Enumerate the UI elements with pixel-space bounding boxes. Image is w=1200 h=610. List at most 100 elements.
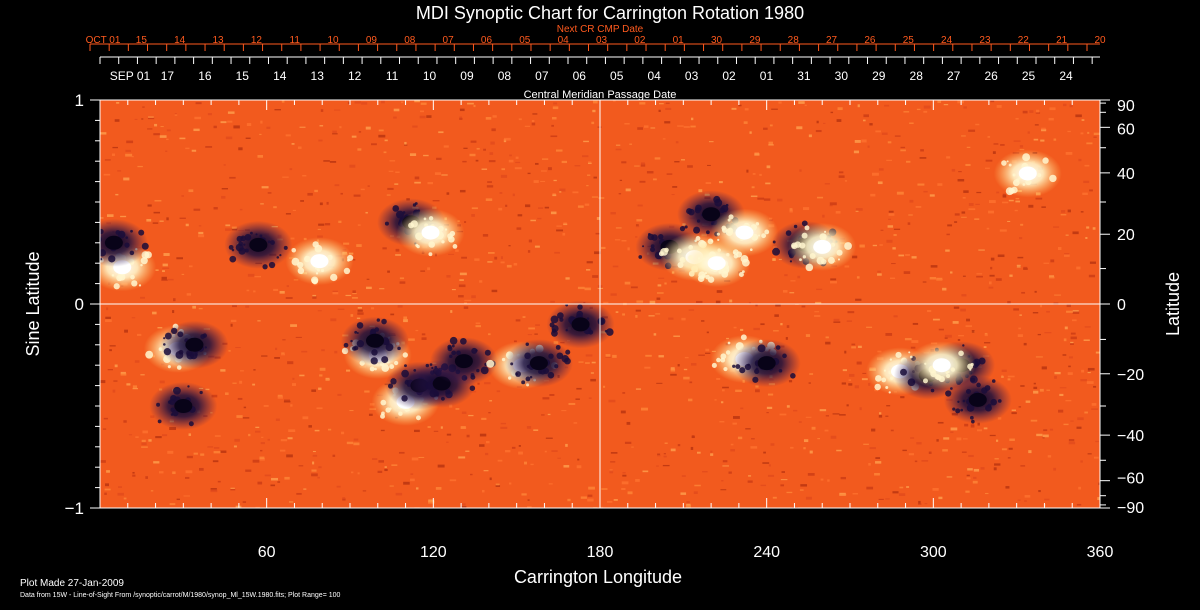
- texture-speck: [140, 374, 145, 376]
- texture-speck: [176, 498, 180, 501]
- next-cr-date-label: 08: [404, 35, 416, 46]
- texture-speck: [488, 412, 491, 414]
- texture-speck: [460, 426, 466, 429]
- texture-speck: [1005, 486, 1010, 489]
- texture-speck: [503, 139, 507, 143]
- texture-speck: [856, 361, 862, 365]
- texture-speck: [1036, 433, 1043, 437]
- texture-speck: [254, 430, 261, 433]
- cmp-date-label: 25: [1022, 69, 1036, 83]
- texture-speck: [440, 426, 443, 429]
- texture-speck: [786, 325, 790, 328]
- texture-speck: [369, 408, 377, 410]
- texture-speck: [485, 441, 490, 444]
- texture-speck: [846, 404, 849, 407]
- texture-speck: [213, 207, 218, 210]
- texture-speck: [303, 237, 307, 241]
- texture-speck: [547, 413, 551, 416]
- texture-speck: [535, 162, 539, 165]
- texture-speck: [874, 388, 879, 392]
- texture-speck: [1063, 338, 1067, 342]
- texture-speck: [179, 137, 186, 140]
- negative-flux-spot: [267, 240, 271, 244]
- texture-speck: [235, 346, 241, 349]
- texture-speck: [223, 164, 226, 166]
- negative-flux-spot: [694, 207, 701, 214]
- texture-speck: [266, 126, 271, 129]
- texture-speck: [307, 192, 313, 196]
- texture-speck: [621, 481, 629, 485]
- texture-speck: [132, 388, 138, 390]
- texture-speck: [1001, 376, 1004, 378]
- texture-speck: [671, 194, 675, 196]
- negative-flux-spot: [279, 254, 282, 257]
- texture-speck: [242, 501, 247, 503]
- texture-speck: [111, 153, 115, 156]
- texture-speck: [230, 319, 237, 323]
- texture-speck: [645, 354, 652, 357]
- positive-flux-spot: [697, 275, 705, 282]
- texture-speck: [462, 160, 467, 163]
- texture-speck: [487, 261, 493, 263]
- texture-speck: [768, 141, 773, 145]
- texture-speck: [479, 280, 483, 283]
- positive-flux-spot: [799, 258, 802, 262]
- texture-speck: [224, 392, 229, 395]
- texture-speck: [983, 346, 987, 349]
- texture-speck: [990, 100, 995, 103]
- texture-speck: [887, 141, 892, 144]
- texture-speck: [553, 102, 558, 105]
- texture-speck: [483, 148, 486, 151]
- texture-speck: [722, 460, 728, 463]
- texture-speck: [640, 407, 648, 411]
- texture-speck: [105, 319, 112, 323]
- positive-flux-spot: [1008, 163, 1012, 167]
- positive-flux-spot: [831, 242, 836, 247]
- texture-speck: [938, 328, 944, 331]
- texture-speck: [302, 175, 307, 177]
- next-cr-date-label: 02: [634, 35, 646, 46]
- texture-speck: [735, 389, 742, 393]
- texture-speck: [677, 444, 681, 447]
- texture-speck: [961, 294, 967, 297]
- texture-speck: [721, 389, 725, 392]
- positive-flux-spot: [805, 263, 814, 272]
- texture-speck: [587, 174, 591, 176]
- positive-flux-spot: [888, 391, 891, 394]
- texture-speck: [798, 421, 802, 423]
- texture-speck: [976, 191, 982, 194]
- texture-speck: [615, 227, 622, 229]
- positive-region-core: [813, 239, 832, 254]
- texture-speck: [511, 446, 516, 449]
- texture-speck: [147, 117, 155, 120]
- texture-speck: [774, 314, 779, 317]
- texture-speck: [518, 445, 521, 447]
- texture-speck: [242, 417, 250, 419]
- negative-flux-spot: [480, 366, 489, 375]
- texture-speck: [1066, 304, 1071, 308]
- texture-speck: [814, 311, 820, 313]
- texture-speck: [641, 162, 645, 166]
- texture-speck: [1030, 419, 1038, 422]
- positive-flux-spot: [740, 334, 747, 341]
- texture-speck: [174, 114, 178, 116]
- texture-speck: [772, 258, 776, 261]
- texture-speck: [868, 462, 871, 466]
- negative-flux-spot: [456, 350, 461, 356]
- texture-speck: [956, 437, 962, 441]
- texture-speck: [515, 161, 521, 164]
- next-cr-date-label: 29: [749, 35, 761, 46]
- texture-speck: [968, 203, 974, 206]
- texture-speck: [271, 477, 279, 481]
- texture-speck: [673, 335, 680, 337]
- negative-flux-spot: [650, 247, 656, 253]
- texture-speck: [449, 479, 457, 482]
- texture-speck: [384, 466, 387, 468]
- texture-speck: [459, 279, 464, 281]
- texture-speck: [656, 297, 661, 300]
- texture-speck: [1070, 343, 1074, 345]
- texture-speck: [1064, 253, 1070, 256]
- texture-speck: [185, 147, 190, 150]
- texture-speck: [722, 465, 729, 467]
